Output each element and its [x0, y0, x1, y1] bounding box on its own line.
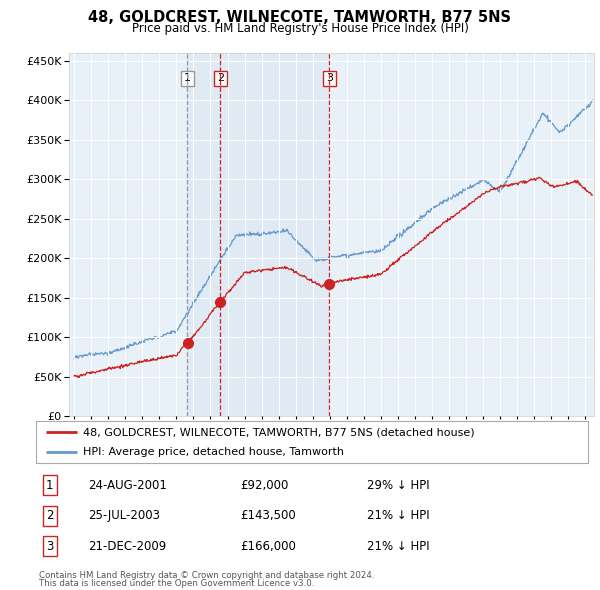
- Bar: [220, 53, 329, 416]
- Text: 24-AUG-2001: 24-AUG-2001: [88, 478, 167, 491]
- Text: 21% ↓ HPI: 21% ↓ HPI: [367, 509, 430, 522]
- Text: 3: 3: [326, 73, 333, 83]
- Text: This data is licensed under the Open Government Licence v3.0.: This data is licensed under the Open Gov…: [39, 579, 314, 588]
- Text: 29% ↓ HPI: 29% ↓ HPI: [367, 478, 430, 491]
- Text: £143,500: £143,500: [240, 509, 296, 522]
- Text: £166,000: £166,000: [240, 540, 296, 553]
- Text: 25-JUL-2003: 25-JUL-2003: [88, 509, 160, 522]
- Bar: [187, 53, 220, 416]
- Text: 2: 2: [217, 73, 224, 83]
- Text: 48, GOLDCREST, WILNECOTE, TAMWORTH, B77 5NS: 48, GOLDCREST, WILNECOTE, TAMWORTH, B77 …: [89, 10, 511, 25]
- Text: 21-DEC-2009: 21-DEC-2009: [88, 540, 167, 553]
- Text: 48, GOLDCREST, WILNECOTE, TAMWORTH, B77 5NS (detached house): 48, GOLDCREST, WILNECOTE, TAMWORTH, B77 …: [83, 427, 475, 437]
- Text: Contains HM Land Registry data © Crown copyright and database right 2024.: Contains HM Land Registry data © Crown c…: [39, 571, 374, 579]
- Text: 3: 3: [46, 540, 53, 553]
- Text: HPI: Average price, detached house, Tamworth: HPI: Average price, detached house, Tamw…: [83, 447, 344, 457]
- Text: Price paid vs. HM Land Registry's House Price Index (HPI): Price paid vs. HM Land Registry's House …: [131, 22, 469, 35]
- Text: 1: 1: [46, 478, 53, 491]
- Text: £92,000: £92,000: [240, 478, 289, 491]
- Text: 21% ↓ HPI: 21% ↓ HPI: [367, 540, 430, 553]
- Text: 1: 1: [184, 73, 191, 83]
- Text: 2: 2: [46, 509, 53, 522]
